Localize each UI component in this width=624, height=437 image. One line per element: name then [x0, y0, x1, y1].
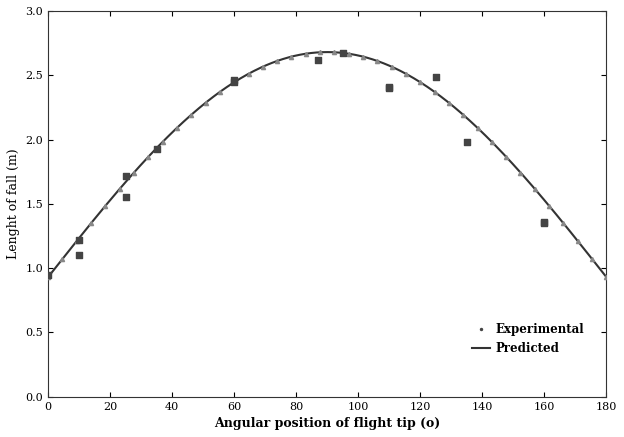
Experimental	[431, 73, 441, 80]
X-axis label: Angular position of flight tip (o): Angular position of flight tip (o)	[214, 417, 441, 430]
Predicted	[310, 50, 317, 55]
Experimental	[384, 83, 394, 90]
Predicted	[590, 259, 598, 264]
Experimental	[229, 77, 239, 84]
Predicted	[503, 155, 510, 160]
Predicted	[44, 274, 52, 280]
Predicted	[323, 49, 331, 55]
Predicted	[378, 60, 385, 65]
Legend: Experimental, Predicted: Experimental, Predicted	[467, 319, 589, 360]
Experimental	[120, 194, 130, 201]
Experimental	[313, 56, 323, 63]
Predicted	[603, 274, 610, 280]
Experimental	[338, 50, 348, 57]
Experimental	[152, 145, 162, 152]
Experimental	[229, 78, 239, 85]
Experimental	[74, 252, 84, 259]
Experimental	[120, 172, 130, 179]
Experimental	[384, 85, 394, 92]
Experimental	[43, 271, 53, 278]
Experimental	[462, 139, 472, 146]
Y-axis label: Lenght of fall (m): Lenght of fall (m)	[7, 149, 20, 259]
Experimental	[539, 219, 549, 226]
Line: Predicted: Predicted	[48, 52, 607, 277]
Predicted	[313, 50, 320, 55]
Experimental	[74, 236, 84, 243]
Experimental	[539, 218, 549, 225]
Predicted	[348, 52, 355, 57]
